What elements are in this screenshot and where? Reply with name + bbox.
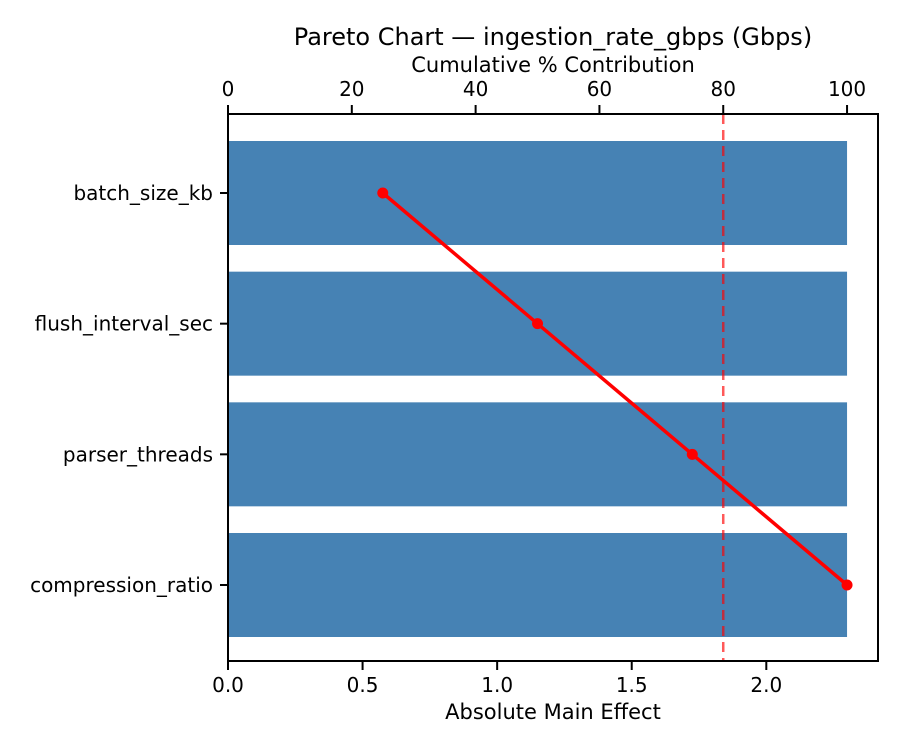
top-axis-label: Cumulative % Contribution — [411, 53, 695, 77]
ticks-layer: batch_size_kb flush_interval_sec parser_th… — [30, 77, 866, 697]
y-tick-label-batch_size_kb: batch_size_kb — [73, 181, 213, 205]
x-tick-label: 0.5 — [347, 673, 379, 697]
top-tick-label: 100 — [828, 77, 866, 101]
bar-batch_size_kb — [228, 141, 848, 245]
y-tick-label-flush_interval_sec: flush_interval_sec — [35, 312, 213, 336]
y-tick-label-parser_threads: parser_threads — [63, 442, 213, 466]
top-tick-label: 60 — [587, 77, 612, 101]
top-tick-label: 0 — [222, 77, 235, 101]
cumulative-marker-compression_ratio — [841, 579, 853, 591]
top-tick-label: 80 — [711, 77, 736, 101]
x-axis-label: Absolute Main Effect — [445, 700, 661, 724]
x-tick-label: 0.0 — [212, 673, 244, 697]
cumulative-marker-parser_threads — [686, 448, 698, 460]
x-tick-label: 1.5 — [616, 673, 648, 697]
cumulative-line — [381, 191, 849, 587]
y-tick-label-compression_ratio: compression_ratio — [30, 573, 213, 597]
top-tick-label: 20 — [339, 77, 364, 101]
x-tick-label: 2.0 — [750, 673, 782, 697]
plot-border — [227, 113, 879, 662]
chart-title: Pareto Chart — ingestion_rate_gbps (Gbps… — [294, 23, 812, 51]
cumulative-marker-flush_interval_sec — [532, 318, 544, 330]
bar-compression_ratio — [228, 533, 848, 637]
bars-layer — [228, 141, 848, 637]
top-tick-label: 40 — [463, 77, 488, 101]
x-tick-label: 1.0 — [481, 673, 513, 697]
bar-parser_threads — [228, 402, 848, 507]
cumulative-marker-batch_size_kb — [377, 187, 389, 199]
cumulative-line-layer — [377, 187, 853, 591]
